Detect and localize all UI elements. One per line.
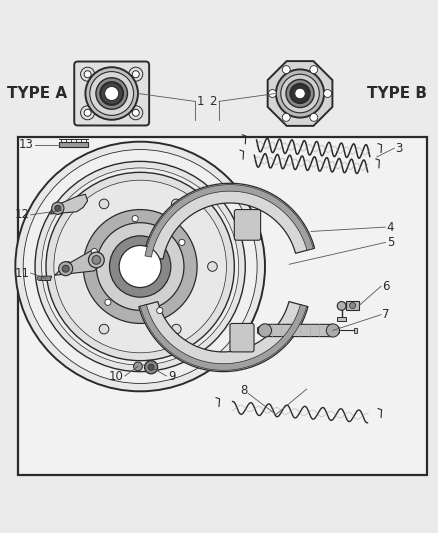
- Circle shape: [88, 252, 104, 268]
- Polygon shape: [144, 183, 314, 259]
- Circle shape: [337, 302, 346, 310]
- Circle shape: [283, 66, 290, 74]
- Circle shape: [326, 324, 339, 337]
- Circle shape: [281, 74, 319, 113]
- Circle shape: [105, 86, 119, 101]
- Text: 4: 4: [387, 221, 394, 233]
- Text: TYPE A: TYPE A: [7, 86, 67, 101]
- Circle shape: [99, 324, 109, 334]
- Circle shape: [84, 109, 91, 116]
- Circle shape: [90, 71, 134, 115]
- Circle shape: [42, 168, 239, 365]
- Circle shape: [134, 362, 142, 371]
- Circle shape: [37, 276, 42, 280]
- Circle shape: [46, 172, 234, 361]
- Circle shape: [35, 161, 245, 372]
- Circle shape: [324, 90, 332, 98]
- Polygon shape: [59, 142, 88, 147]
- Circle shape: [81, 67, 95, 81]
- Text: 12: 12: [14, 208, 29, 221]
- Text: 13: 13: [19, 138, 34, 151]
- Text: 2: 2: [209, 95, 217, 108]
- Circle shape: [100, 82, 123, 105]
- Polygon shape: [145, 184, 313, 257]
- Circle shape: [55, 205, 61, 211]
- Bar: [354, 328, 357, 333]
- Circle shape: [129, 106, 143, 120]
- Circle shape: [310, 66, 318, 74]
- Text: 7: 7: [382, 308, 390, 321]
- Circle shape: [132, 215, 138, 222]
- Circle shape: [276, 69, 324, 118]
- Circle shape: [157, 308, 163, 313]
- Circle shape: [172, 199, 181, 209]
- Polygon shape: [258, 324, 339, 336]
- Circle shape: [290, 84, 310, 103]
- Polygon shape: [39, 276, 52, 280]
- Polygon shape: [268, 61, 332, 126]
- Circle shape: [84, 71, 91, 78]
- Circle shape: [52, 202, 64, 214]
- Polygon shape: [140, 305, 307, 370]
- Text: 3: 3: [396, 142, 403, 155]
- Circle shape: [59, 262, 73, 276]
- Circle shape: [350, 302, 356, 309]
- Circle shape: [105, 299, 111, 305]
- Bar: [18, 138, 427, 474]
- Circle shape: [179, 239, 185, 246]
- Circle shape: [91, 248, 97, 255]
- Text: 11: 11: [14, 266, 29, 280]
- Circle shape: [96, 78, 127, 109]
- Circle shape: [310, 114, 318, 122]
- Circle shape: [96, 223, 184, 310]
- FancyBboxPatch shape: [230, 324, 254, 352]
- Circle shape: [119, 246, 161, 287]
- Circle shape: [132, 71, 139, 78]
- Circle shape: [110, 236, 171, 297]
- Circle shape: [295, 88, 305, 99]
- Circle shape: [23, 150, 257, 383]
- Circle shape: [81, 106, 95, 120]
- Text: 10: 10: [109, 370, 124, 383]
- Circle shape: [148, 364, 154, 370]
- Circle shape: [129, 67, 143, 81]
- Text: 6: 6: [382, 280, 390, 293]
- Circle shape: [268, 90, 276, 98]
- Circle shape: [132, 109, 139, 116]
- Circle shape: [172, 324, 181, 334]
- Bar: [337, 317, 346, 321]
- Text: 8: 8: [240, 384, 247, 397]
- Polygon shape: [50, 194, 88, 214]
- Circle shape: [85, 67, 138, 120]
- Circle shape: [258, 324, 272, 337]
- Text: TYPE B: TYPE B: [367, 86, 427, 101]
- Circle shape: [92, 255, 101, 264]
- Circle shape: [62, 265, 69, 272]
- Circle shape: [15, 142, 265, 391]
- Circle shape: [286, 79, 314, 108]
- Circle shape: [99, 199, 109, 209]
- Polygon shape: [55, 249, 101, 275]
- Text: 1: 1: [197, 95, 205, 108]
- Circle shape: [63, 262, 73, 271]
- Circle shape: [282, 114, 290, 122]
- Bar: [346, 301, 359, 310]
- Text: 9: 9: [168, 370, 175, 383]
- Text: 5: 5: [387, 236, 394, 249]
- Circle shape: [54, 180, 226, 353]
- Circle shape: [145, 361, 158, 374]
- Circle shape: [208, 262, 217, 271]
- FancyBboxPatch shape: [234, 209, 261, 240]
- FancyBboxPatch shape: [74, 61, 149, 125]
- Polygon shape: [139, 302, 308, 372]
- Circle shape: [83, 209, 197, 324]
